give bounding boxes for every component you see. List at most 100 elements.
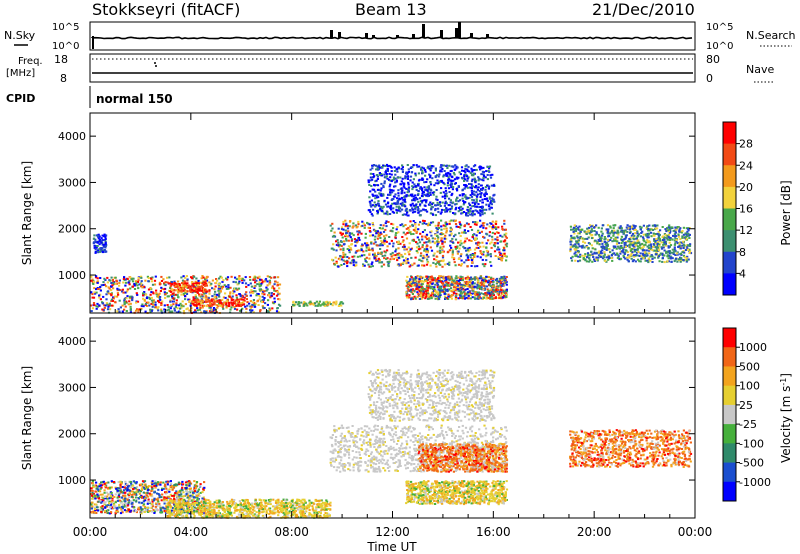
data-cell: [355, 264, 358, 267]
data-cell: [255, 294, 258, 297]
data-cell: [426, 248, 429, 251]
data-cell: [399, 242, 402, 245]
data-cell: [442, 282, 445, 285]
data-cell: [404, 176, 407, 179]
data-cell: [227, 301, 230, 304]
data-cell: [373, 257, 376, 260]
data-cell: [488, 167, 491, 170]
data-cell: [125, 301, 128, 304]
data-cell: [314, 304, 317, 307]
data-cell: [191, 277, 194, 280]
data-cell: [337, 305, 340, 307]
data-cell: [473, 296, 476, 299]
data-cell: [652, 234, 655, 237]
data-cell: [171, 295, 174, 298]
data-cell: [273, 287, 276, 290]
data-cell: [422, 257, 425, 260]
data-cell: [239, 302, 243, 305]
data-cell: [193, 275, 196, 278]
data-cell: [268, 307, 271, 310]
data-cell: [215, 297, 218, 300]
data-cell: [104, 246, 107, 249]
data-cell: [129, 311, 132, 314]
data-cell: [653, 244, 656, 247]
data-cell: [479, 214, 482, 217]
data-cell: [380, 182, 383, 185]
data-cell: [260, 278, 263, 281]
data-cell: [577, 250, 580, 253]
data-cell: [637, 245, 640, 248]
data-cell: [447, 298, 450, 300]
data-cell: [396, 176, 399, 179]
data-cell: [477, 177, 481, 180]
data-cell: [440, 187, 443, 190]
data-cell: [121, 288, 124, 291]
data-cell: [93, 291, 96, 294]
data-cell: [619, 250, 622, 253]
data-cell: [645, 227, 648, 229]
data-cell: [471, 296, 474, 299]
data-cell: [172, 289, 176, 292]
data-cell: [588, 260, 591, 263]
data-cell: [425, 295, 428, 298]
data-cell: [476, 297, 479, 300]
data-cell: [633, 227, 636, 229]
data-cell: [475, 201, 478, 204]
data-cell: [488, 234, 491, 237]
data-cell: [628, 238, 631, 240]
data-cell: [450, 294, 453, 296]
data-cell: [393, 185, 396, 188]
data-cell: [481, 222, 484, 225]
data-cell: [116, 289, 119, 292]
data-cell: [466, 214, 469, 217]
data-cell: [465, 259, 468, 262]
data-cell: [420, 168, 423, 171]
data-cell: [177, 288, 180, 291]
data-cell: [382, 164, 385, 167]
data-cell: [609, 232, 612, 235]
data-cell: [229, 291, 232, 294]
data-cell: [200, 302, 203, 305]
noise-right-label: N.Search: [746, 29, 796, 42]
data-cell: [401, 204, 404, 207]
data-cell: [573, 245, 576, 248]
data-cell: [589, 224, 592, 227]
data-cell: [490, 291, 493, 293]
data-cell: [198, 495, 201, 497]
data-cell: [243, 279, 246, 282]
data-cell: [472, 292, 475, 295]
data-cell: [594, 233, 597, 236]
data-cell: [348, 234, 351, 237]
data-cell: [500, 292, 503, 295]
data-cell: [192, 282, 195, 285]
data-cell: [466, 292, 469, 295]
data-cell: [647, 233, 650, 236]
data-cell: [397, 166, 400, 169]
data-cell: [376, 168, 379, 171]
data-cell: [661, 260, 664, 263]
data-cell: [414, 210, 417, 213]
data-cell: [405, 248, 408, 251]
data-cell: [169, 299, 172, 302]
data-cell: [261, 295, 264, 298]
data-cell: [623, 243, 626, 246]
data-cell: [95, 246, 98, 249]
data-cell: [415, 188, 418, 191]
data-cell: [411, 239, 414, 242]
data-cell: [412, 204, 415, 207]
data-cell: [201, 306, 204, 309]
data-cell: [469, 183, 472, 185]
data-cell: [118, 299, 121, 302]
data-cell: [503, 222, 506, 225]
data-cell: [652, 246, 655, 248]
data-cell: [184, 303, 187, 306]
data-cell: [650, 247, 653, 250]
noise-spike: [422, 24, 425, 38]
data-cell: [154, 306, 158, 309]
data-cell: [428, 223, 432, 226]
data-cell: [410, 256, 413, 259]
data-cell: [651, 261, 654, 263]
data-cell: [158, 281, 161, 284]
data-cell: [241, 281, 244, 284]
data-cell: [232, 280, 235, 283]
